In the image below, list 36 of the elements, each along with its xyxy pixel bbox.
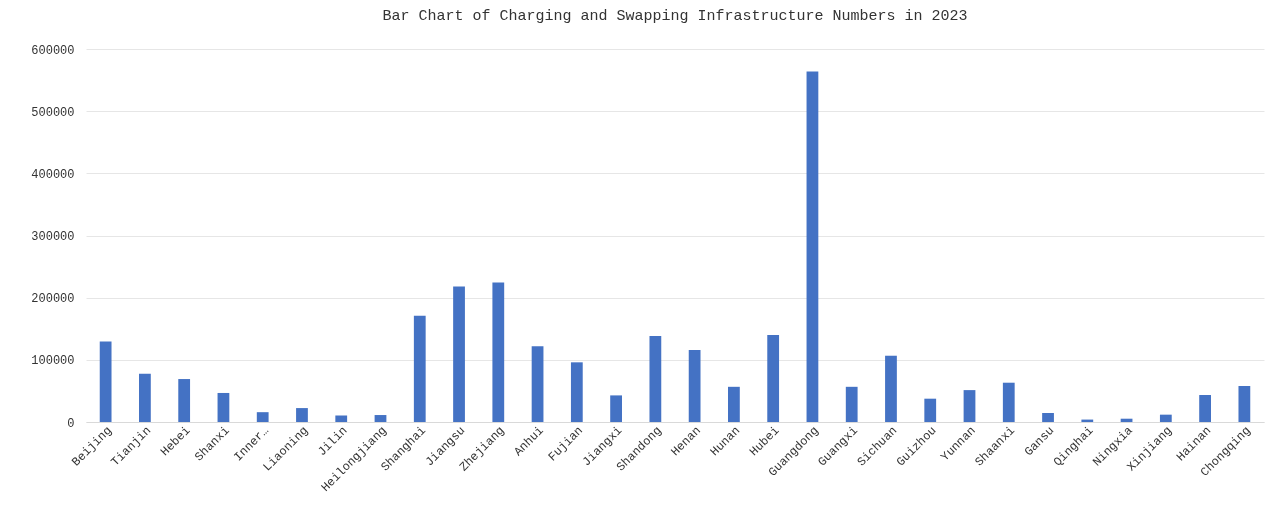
bar [492, 282, 505, 422]
bar [610, 395, 622, 422]
bar [728, 386, 740, 422]
bar [1042, 412, 1054, 422]
bar [374, 415, 387, 422]
bar [256, 412, 269, 422]
bar [885, 355, 897, 422]
bar [1159, 414, 1172, 422]
bar [1238, 386, 1251, 422]
bar [139, 373, 151, 422]
bar [767, 334, 780, 422]
bar [531, 346, 544, 422]
bar [1002, 382, 1015, 422]
y-tick-label: 600000 [31, 43, 75, 58]
y-tick-label: 500000 [31, 105, 75, 120]
chart-title: Bar Chart of Charging and Swapping Infrastructure Numbers in 2023 [382, 8, 968, 25]
bar [649, 336, 662, 422]
bar [688, 350, 701, 422]
bar [413, 315, 426, 422]
bar [296, 408, 308, 422]
bar [1199, 395, 1211, 422]
y-tick-label: 100000 [31, 354, 75, 369]
bar [806, 71, 819, 422]
bar [453, 286, 465, 422]
y-tick-label: 0 [67, 416, 75, 431]
bar [570, 362, 583, 422]
y-tick-label: 300000 [31, 230, 75, 244]
y-tick-label: 400000 [31, 167, 75, 182]
bar [99, 341, 112, 422]
y-tick-label: 200000 [31, 292, 75, 307]
bar [845, 386, 858, 422]
bar [924, 398, 937, 422]
bar [178, 379, 191, 422]
bar [217, 392, 230, 422]
bar [963, 390, 976, 422]
bar [335, 415, 348, 422]
